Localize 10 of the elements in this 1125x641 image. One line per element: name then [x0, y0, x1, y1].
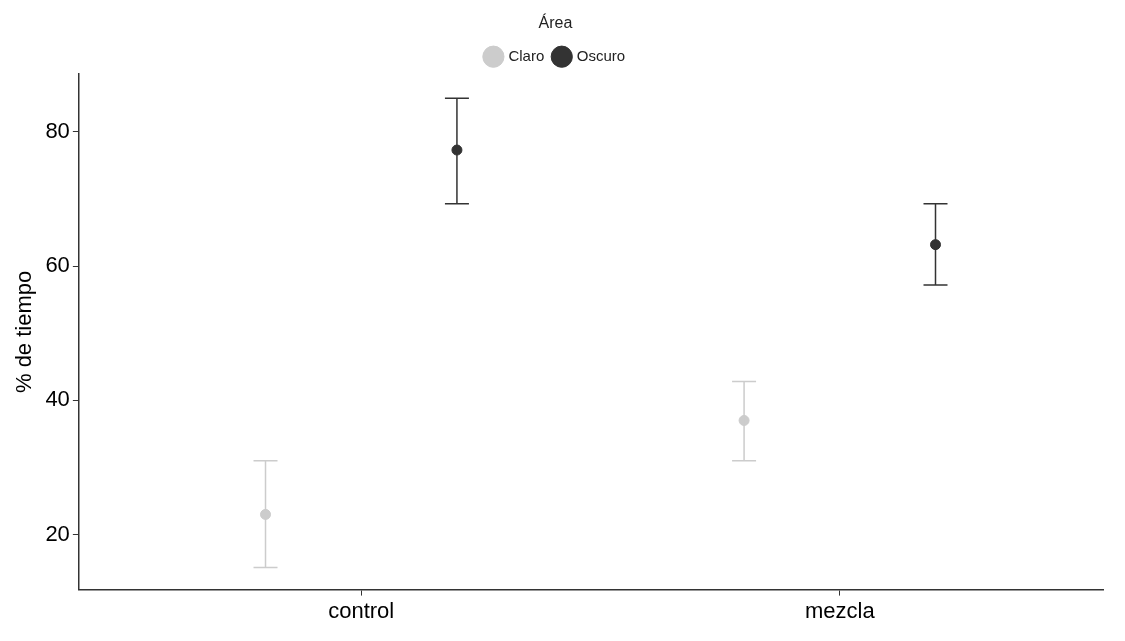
legend-title: Área [538, 13, 573, 32]
y-tick-label: 20 [45, 520, 70, 546]
y-axis-title: % de tiempo [11, 270, 37, 394]
x-tick-label: control [328, 597, 395, 623]
legend-label: Oscuro [576, 46, 626, 64]
legend-label: Claro [508, 46, 545, 64]
x-tick-label: mezcla [804, 597, 876, 623]
y-tick-label: 60 [45, 252, 70, 278]
y-tick-label: 40 [45, 386, 70, 412]
y-tick-label: 80 [45, 117, 70, 143]
